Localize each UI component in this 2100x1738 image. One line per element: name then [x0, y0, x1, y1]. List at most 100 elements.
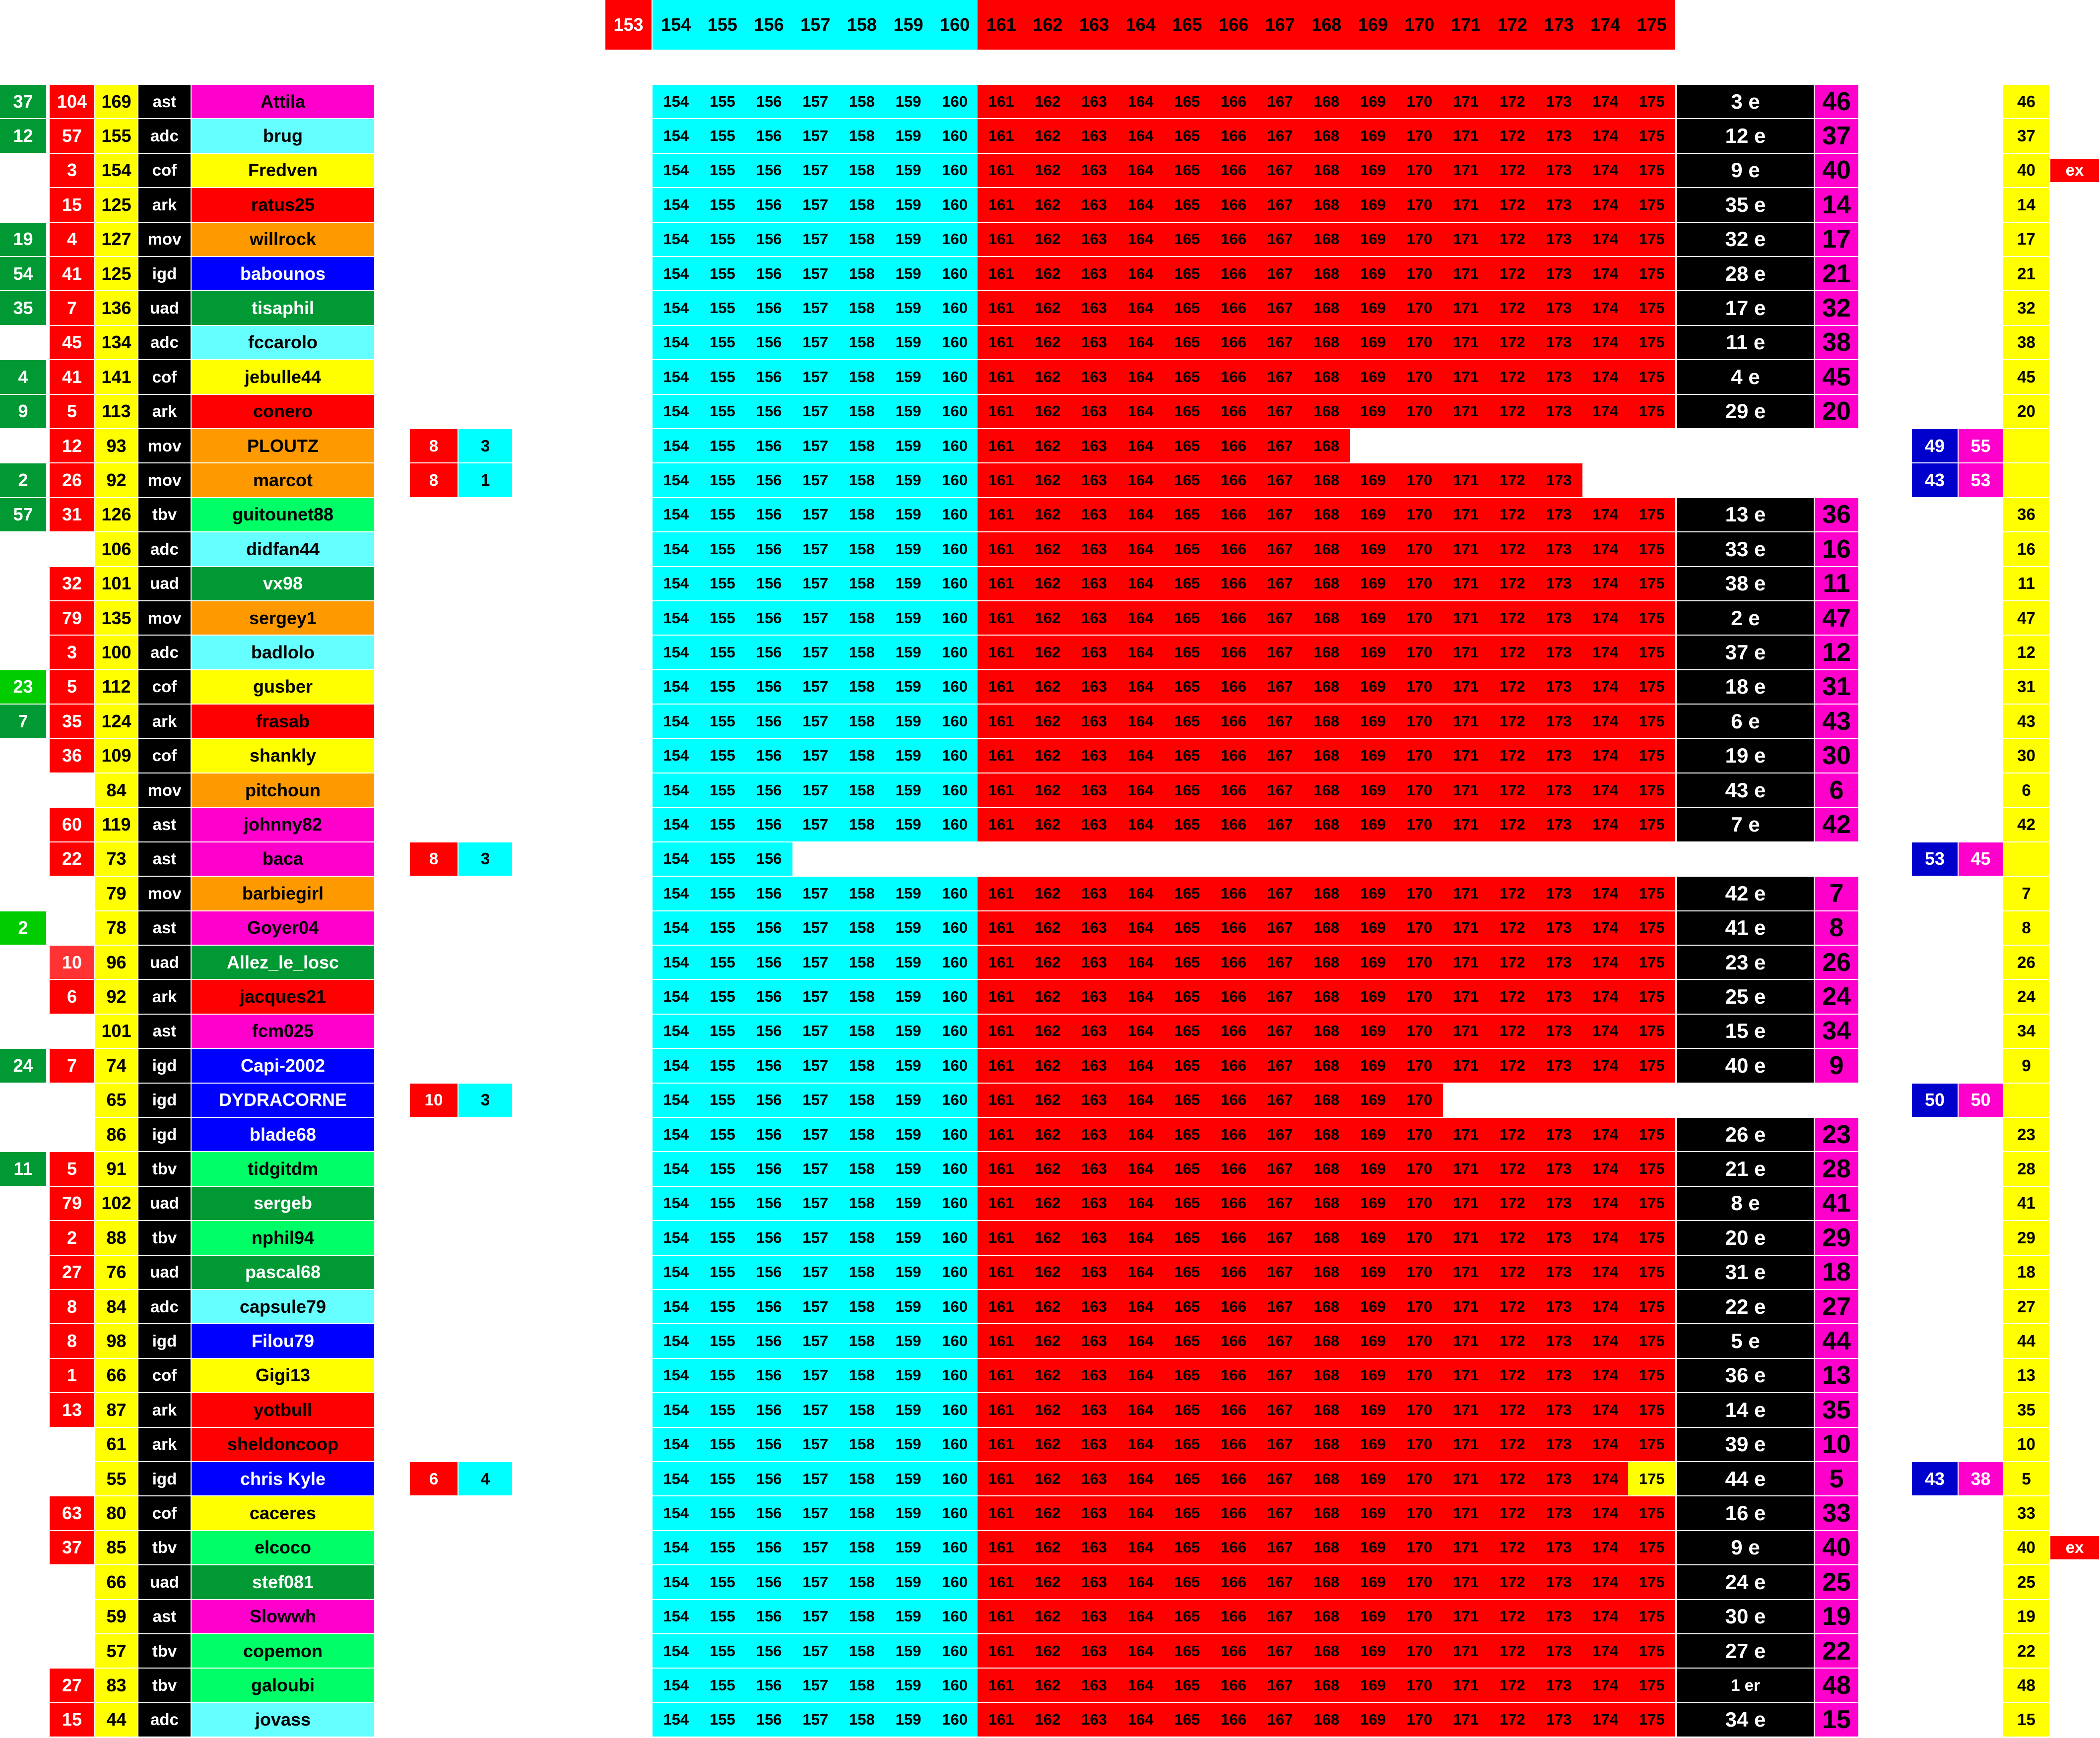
day-cell: 160: [931, 808, 979, 841]
day-cell: 171: [1442, 188, 1490, 222]
day-cell: 164: [1117, 1496, 1165, 1530]
day-cell: 162: [1024, 394, 1071, 428]
day-cell: 155: [699, 1290, 746, 1324]
day-cell: 164: [1117, 119, 1165, 153]
day-cell: 175: [1628, 1427, 1676, 1461]
day-cell: 175: [1628, 1565, 1676, 1599]
day-cell: 163: [1070, 153, 1118, 188]
day-cell: 168: [1303, 394, 1350, 428]
day-cell: 166: [1210, 1531, 1257, 1565]
day-cell: 174: [1581, 257, 1629, 291]
day-cell: 159: [885, 291, 932, 325]
day-cell: 156: [745, 188, 792, 222]
day-cell: 154: [653, 1186, 700, 1221]
team-code: mov: [138, 601, 191, 635]
team-code: ark: [138, 705, 191, 738]
team-code: uad: [138, 1186, 191, 1221]
day-cell: 163: [1070, 636, 1118, 669]
day-cell: 155: [699, 1014, 746, 1048]
player-name: Capi-2002: [192, 1049, 374, 1083]
day-cell: 165: [1164, 808, 1211, 841]
day-cell: 161: [978, 980, 1025, 1014]
day-cell: 164: [1117, 1427, 1165, 1461]
player-name: sergey1: [192, 601, 374, 635]
day-cell: 167: [1256, 980, 1304, 1014]
day-cell: 154: [653, 1531, 700, 1565]
day-cell: 173: [1535, 1255, 1582, 1289]
rank-label: 33 e: [1677, 532, 1814, 566]
green-count: 54: [0, 257, 46, 291]
day-cell: 172: [1489, 946, 1536, 979]
yellow-count: 96: [95, 946, 137, 979]
day-cell: 169: [1349, 773, 1397, 807]
score-value: 32: [1815, 291, 1858, 325]
day-cell: 159: [885, 946, 932, 979]
day-cell: 163: [1070, 1531, 1118, 1565]
day-cell: 161: [978, 773, 1025, 807]
day-cell: 173: [1535, 1427, 1582, 1461]
final-score: 19: [2003, 1600, 2049, 1633]
day-cell: 164: [1117, 567, 1165, 600]
player-name: capsule79: [192, 1290, 374, 1324]
day-cell: 159: [885, 498, 932, 532]
day-cell: 159: [885, 532, 932, 566]
player-name: Fredven: [192, 153, 374, 188]
green-count: 57: [0, 498, 46, 532]
day-cell: 162: [1024, 360, 1071, 394]
day-cell: 158: [838, 222, 886, 256]
day-cell: 155: [699, 739, 746, 772]
day-cell: 162: [1024, 222, 1071, 256]
day-cell: 158: [838, 808, 886, 841]
day-cell: 155: [699, 394, 746, 428]
day-cell: 154: [653, 1255, 700, 1289]
day-cell: 173: [1535, 1393, 1582, 1427]
day-cell: 160: [931, 601, 979, 635]
day-cell: 158: [838, 1393, 886, 1427]
day-cell: 163: [1070, 1255, 1118, 1289]
team-code: cof: [138, 739, 191, 772]
day-cell: 172: [1489, 119, 1536, 153]
yellow-count: 93: [95, 429, 137, 463]
day-cell: 171: [1442, 1565, 1490, 1599]
day-cell: 165: [1164, 1083, 1211, 1117]
player-name: ratus25: [192, 188, 374, 222]
day-cell: 172: [1489, 360, 1536, 394]
day-cell: 157: [791, 188, 839, 222]
day-cell: 165: [1164, 1324, 1211, 1358]
day-cell: 157: [791, 532, 839, 566]
day-cell: 169: [1349, 1393, 1397, 1427]
day-cell: 164: [1117, 1049, 1165, 1083]
day-cell: 165: [1164, 394, 1211, 428]
red-count: 41: [50, 360, 94, 394]
day-cell: 154: [653, 980, 700, 1014]
day-cell: 175: [1628, 946, 1676, 979]
day-cell: 169: [1349, 222, 1397, 256]
day-cell: 157: [791, 567, 839, 600]
day-cell: 172: [1489, 1014, 1536, 1048]
day-cell: 163: [1070, 601, 1118, 635]
day-cell: 157: [791, 85, 839, 119]
day-cell: 159: [885, 739, 932, 772]
day-cell: 159: [885, 257, 932, 291]
day-cell: 166: [1210, 325, 1257, 360]
header-day: 168: [1303, 0, 1350, 50]
day-cell: 163: [1070, 463, 1118, 497]
day-cell: 174: [1581, 1565, 1629, 1599]
day-cell: 170: [1396, 360, 1443, 394]
day-cell: 175: [1628, 601, 1676, 635]
day-cell: 165: [1164, 1290, 1211, 1324]
day-cell: 169: [1349, 567, 1397, 600]
day-cell: 166: [1210, 705, 1257, 738]
day-cell: 172: [1489, 1462, 1536, 1496]
final-score: 41: [2003, 1186, 2049, 1221]
day-cell: 160: [931, 877, 979, 910]
day-cell: 156: [745, 1600, 792, 1633]
day-cell: 155: [699, 1221, 746, 1255]
day-cell: 167: [1256, 1393, 1304, 1427]
day-cell: 170: [1396, 636, 1443, 669]
day-cell: 166: [1210, 739, 1257, 772]
day-cell: 175: [1628, 291, 1676, 325]
rank-label: 7 e: [1677, 808, 1814, 841]
day-cell: 156: [745, 980, 792, 1014]
day-cell: 156: [745, 1255, 792, 1289]
